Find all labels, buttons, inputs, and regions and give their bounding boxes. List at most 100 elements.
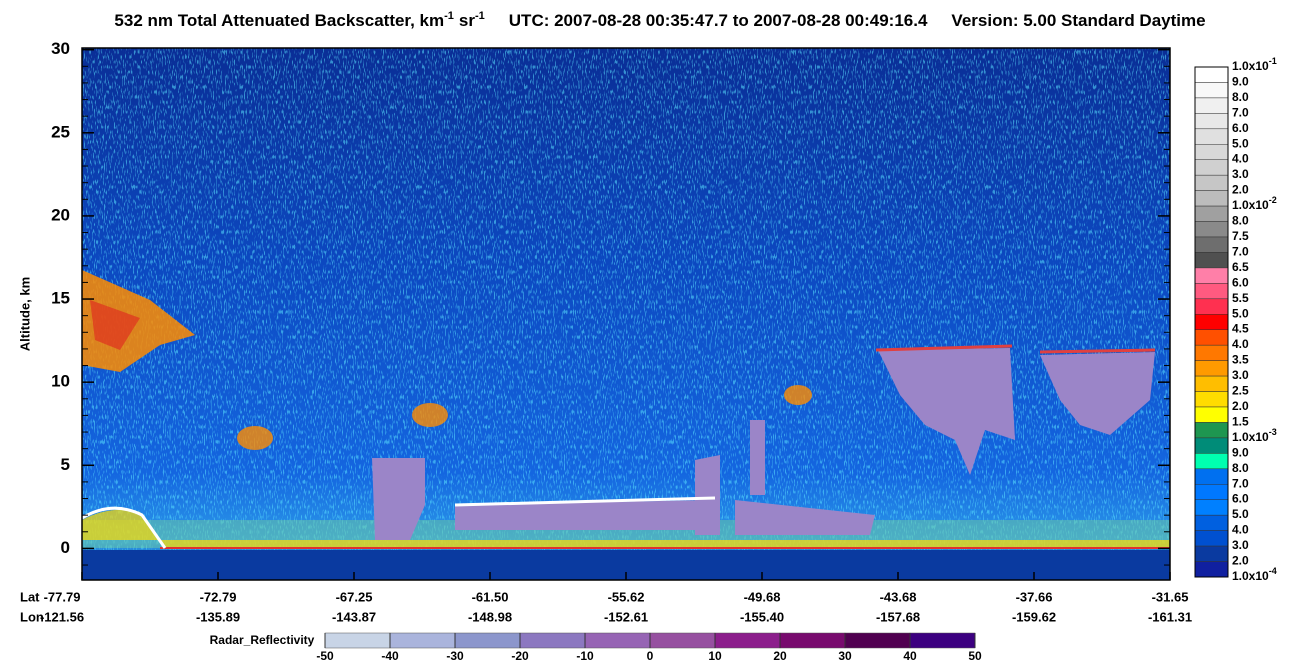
colorbar-swatch: [1194, 468, 1229, 485]
colorbar-swatch: [1194, 344, 1229, 361]
radar-tick-label: 30: [838, 649, 852, 663]
colorbar-mantissa: 6.0: [1232, 276, 1249, 290]
colorbar-mantissa: 3.0: [1232, 368, 1249, 382]
title-exp: -1: [444, 10, 454, 22]
radar-tick-label: -10: [576, 649, 594, 663]
colorbar-label: 3.0: [1232, 368, 1249, 382]
title-version: Version: 5.00 Standard Daytime: [951, 11, 1205, 30]
colorbar-swatch: [1194, 375, 1229, 392]
colorbar-swatch: [1194, 484, 1229, 500]
lon-label: -155.40: [740, 609, 784, 624]
colorbar-mantissa: 6.0: [1232, 121, 1249, 135]
colorbar-swatch: [1194, 314, 1229, 330]
radar-swatch: [389, 632, 456, 649]
radar-tick-label: 0: [647, 649, 654, 663]
radar-swatch: [909, 632, 976, 649]
colorbar-exponent: -2: [1269, 195, 1277, 205]
lon-title: Lon: [20, 609, 44, 624]
colorbar-exponent: -3: [1269, 427, 1277, 437]
y-axis-label: Altitude, km: [17, 277, 32, 351]
lon-label: -135.89: [196, 609, 240, 624]
colorbar-swatch: [1194, 66, 1229, 83]
colorbar-swatch: [1194, 453, 1229, 470]
radar-swatch: [454, 632, 521, 649]
colorbar-swatch: [1194, 329, 1229, 346]
cloud-top: [454, 496, 716, 507]
title-exp: -1: [475, 10, 485, 22]
colorbar-swatch: [1194, 545, 1229, 562]
radar-swatch: [584, 632, 651, 649]
title-unit: sr: [459, 11, 475, 30]
colorbar-label: 1.5: [1232, 415, 1249, 429]
radar-clouds: [372, 348, 1155, 540]
colorbar-exponent: -1: [1269, 56, 1277, 66]
colorbar-mantissa: 5.0: [1232, 136, 1249, 150]
colorbar-label: 4.0: [1232, 152, 1249, 166]
y-tick-label: 10: [51, 372, 70, 391]
colorbar-swatch: [1194, 283, 1229, 300]
surface-band: [82, 509, 1170, 548]
colorbar-swatch: [1194, 267, 1229, 284]
colorbar-label: 4.5: [1232, 322, 1249, 336]
colorbar-swatch: [1194, 82, 1229, 99]
colorbar-mantissa: 1.0x10: [1232, 569, 1269, 583]
colorbar-mantissa: 5.0: [1232, 507, 1249, 521]
lon-label: -143.87: [332, 609, 376, 624]
colorbar-frame: [1194, 66, 1229, 578]
lat-label: -31.65: [1152, 589, 1189, 604]
radar-label: Radar_Reflectivity: [210, 633, 315, 647]
radar-tick-label: 20: [773, 649, 787, 663]
colorbar-swatch: [1194, 530, 1229, 547]
colorbar-label: 1.0x10-1: [1232, 56, 1277, 73]
colorbar-label: 6.5: [1232, 260, 1249, 274]
colorbar-mantissa: 4.0: [1232, 523, 1249, 537]
colorbar-swatch: [1194, 97, 1229, 114]
lat-label: -61.50: [472, 589, 509, 604]
lon-label: -157.68: [876, 609, 920, 624]
colorbar-mantissa: 1.0x10: [1232, 59, 1269, 73]
colorbar-swatch: [1194, 190, 1229, 207]
radar-swatch: [649, 632, 716, 649]
cloud-top: [875, 344, 1013, 352]
colorbar-swatch: [1194, 174, 1229, 191]
title: 532 nm Total Attenuated Backscatter, km-…: [114, 10, 1205, 31]
colorbar-mantissa: 4.0: [1232, 337, 1249, 351]
y-tick-label: 5: [61, 455, 70, 474]
y-tick-label: 25: [51, 122, 70, 141]
colorbar-swatch: [1194, 128, 1229, 145]
lat-label: -43.68: [880, 589, 917, 604]
colorbar-swatch: [1194, 159, 1229, 176]
colorbar-label: 5.0: [1232, 136, 1249, 150]
colorbar-swatch: [1194, 422, 1229, 439]
colorbar-label: 5.5: [1232, 291, 1249, 305]
colorbar-mantissa: 6.5: [1232, 260, 1249, 274]
radar-swatch: [779, 632, 846, 649]
colorbar-label: 3.0: [1232, 167, 1249, 181]
radar-tick-label: 10: [708, 649, 722, 663]
colorbar-mantissa: 8.0: [1232, 461, 1249, 475]
colorbar-mantissa: 5.0: [1232, 306, 1249, 320]
radar-tick-label: 40: [903, 649, 917, 663]
lon-label: -159.62: [1012, 609, 1056, 624]
colorbar-label: 2.0: [1232, 399, 1249, 413]
cirrus: [82, 270, 195, 372]
colorbar-mantissa: 1.5: [1232, 415, 1249, 429]
colorbar-mantissa: 2.0: [1232, 183, 1249, 197]
cloud: [237, 426, 273, 450]
colorbar-mantissa: 4.0: [1232, 152, 1249, 166]
colorbar-label: 7.0: [1232, 245, 1249, 259]
colorbar-label: 7.0: [1232, 106, 1249, 120]
colorbar-swatch: [1194, 298, 1229, 315]
colorbar-label: 5.0: [1232, 507, 1249, 521]
colorbar-exponent: -4: [1269, 566, 1277, 576]
title-utc: UTC: 2007-08-28 00:35:47.7 to 2007-08-28…: [509, 11, 928, 30]
lat-label: -49.68: [744, 589, 781, 604]
cloud-top: [1039, 348, 1156, 354]
lon-label: -152.61: [604, 609, 648, 624]
colorbar-mantissa: 3.0: [1232, 538, 1249, 552]
colorbar-swatch: [1194, 252, 1229, 269]
radar-tick-label: 50: [968, 649, 982, 663]
colorbar-label: 4.0: [1232, 337, 1249, 351]
